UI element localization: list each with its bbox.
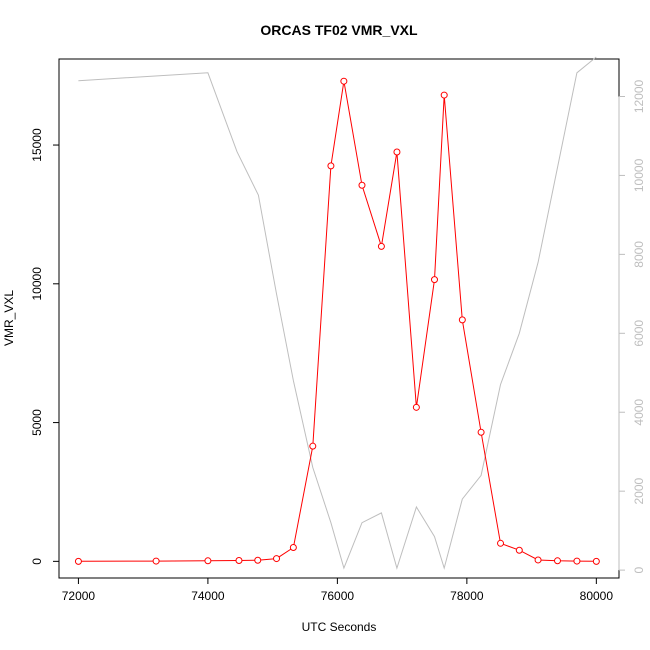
x-axis-label: UTC Seconds: [302, 620, 377, 634]
x-axis: 72000 74000 76000 78000 80000: [62, 577, 614, 603]
data-point: [309, 442, 317, 450]
x-tick-label: 78000: [450, 589, 484, 603]
y-tick-label: 0: [30, 558, 44, 565]
x-tick-label: 80000: [580, 589, 614, 603]
data-point: [152, 557, 160, 565]
y-axis-left: 0 5000 10000 15000: [30, 128, 60, 565]
data-point: [534, 556, 542, 564]
data-point: [254, 556, 262, 564]
data-point: [458, 316, 466, 324]
data-point: [573, 557, 581, 565]
data-point: [340, 77, 348, 85]
y2-tick-label: 10000: [632, 158, 646, 192]
data-point: [204, 557, 212, 565]
data-point: [235, 557, 243, 565]
y-tick-label: 10000: [30, 267, 44, 301]
chart-title: ORCAS TF02 VMR_VXL: [260, 22, 418, 38]
data-point: [289, 543, 297, 551]
y-tick-label: 5000: [30, 409, 44, 436]
data-point: [477, 428, 485, 436]
y2-tick-label: 2000: [632, 478, 646, 505]
data-point: [377, 242, 385, 250]
x-tick-label: 76000: [321, 589, 355, 603]
data-point: [273, 555, 281, 563]
series-line-left: [78, 81, 597, 562]
y-axis-right: 0 2000 4000 6000 8000 10000 12000: [618, 79, 646, 573]
data-point: [497, 539, 505, 547]
y2-tick-label: 4000: [632, 399, 646, 426]
data-point: [74, 557, 82, 565]
data-point: [515, 546, 523, 554]
y-axis-label: VMR_VXL: [2, 290, 16, 346]
y2-tick-label: 0: [632, 566, 646, 573]
plot-area: [74, 56, 600, 570]
y-tick-label: 15000: [30, 128, 44, 162]
data-point: [592, 557, 600, 565]
data-point: [393, 148, 401, 156]
x-tick-label: 74000: [191, 589, 225, 603]
data-point: [327, 162, 335, 170]
series-line-right: [78, 56, 597, 570]
data-point: [430, 276, 438, 284]
data-point: [440, 91, 448, 99]
data-point: [358, 181, 366, 189]
data-point: [412, 403, 420, 411]
x-tick-label: 72000: [62, 589, 96, 603]
plot-frame: [58, 58, 620, 579]
y2-tick-label: 12000: [632, 79, 646, 113]
y2-tick-label: 6000: [632, 320, 646, 347]
y2-tick-label: 8000: [632, 241, 646, 268]
data-point: [553, 557, 561, 565]
